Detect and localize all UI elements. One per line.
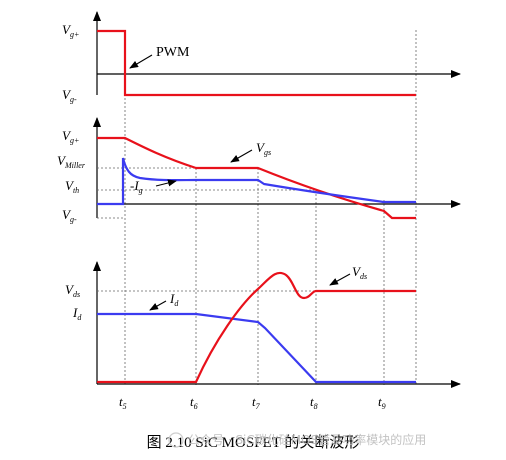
pwm-trace <box>97 29 416 97</box>
vds-pointer <box>329 273 351 286</box>
watermark-text: 公众号 · SiC碳化硅MOS管及功率模块的应用 <box>188 432 426 447</box>
panel3-label-id: Id <box>72 305 82 322</box>
ig-pointer <box>155 179 177 187</box>
power-waveform-panel: Vds Id Vds Id <box>65 261 461 388</box>
figure-caption: 图 2.10 SiC MOSFET 的关断波形 <box>147 434 360 451</box>
wechat-icon <box>168 432 184 448</box>
id-trace <box>97 312 416 384</box>
time-label-t7: t7 <box>252 394 261 411</box>
ig-annotation: -Ig <box>130 178 143 195</box>
time-label-t8: t8 <box>310 394 318 411</box>
id-pointer <box>149 300 167 311</box>
panel2-label-vgminus: Vg- <box>62 207 77 224</box>
time-label-t6: t6 <box>190 394 198 411</box>
vds-annotation: Vds <box>352 264 367 281</box>
watermark: 公众号 · SiC碳化硅MOS管及功率模块的应用 <box>168 432 426 448</box>
panel1-label-vgminus: Vg- <box>62 87 77 104</box>
vgs-pointer <box>230 149 253 163</box>
pwm-annotation: PWM <box>156 45 190 60</box>
ig-trace <box>97 157 416 206</box>
time-label-t5: t5 <box>119 394 127 411</box>
gate-waveform-panel: Vg+ VMiller Vth Vg- Vgs -Ig <box>57 117 461 224</box>
vgs-trace <box>97 136 416 220</box>
panel1-label-vgplus: Vg+ <box>62 22 79 39</box>
vgs-annotation: Vgs <box>256 140 271 157</box>
panel2-label-vgplus: Vg+ <box>62 128 79 145</box>
time-label-t9: t9 <box>378 394 386 411</box>
id-annotation: Id <box>169 291 179 308</box>
pwm-pointer <box>129 54 153 69</box>
time-axis-labels: t5 t6 t7 t8 t9 <box>119 394 386 411</box>
panel3-label-vds: Vds <box>65 282 80 299</box>
panel2-label-vth: Vth <box>65 178 79 195</box>
panel2-label-vmiller: VMiller <box>57 153 86 170</box>
vds-trace <box>97 271 416 384</box>
gate-drive-panel: Vg+ Vg- PWM <box>62 11 461 104</box>
